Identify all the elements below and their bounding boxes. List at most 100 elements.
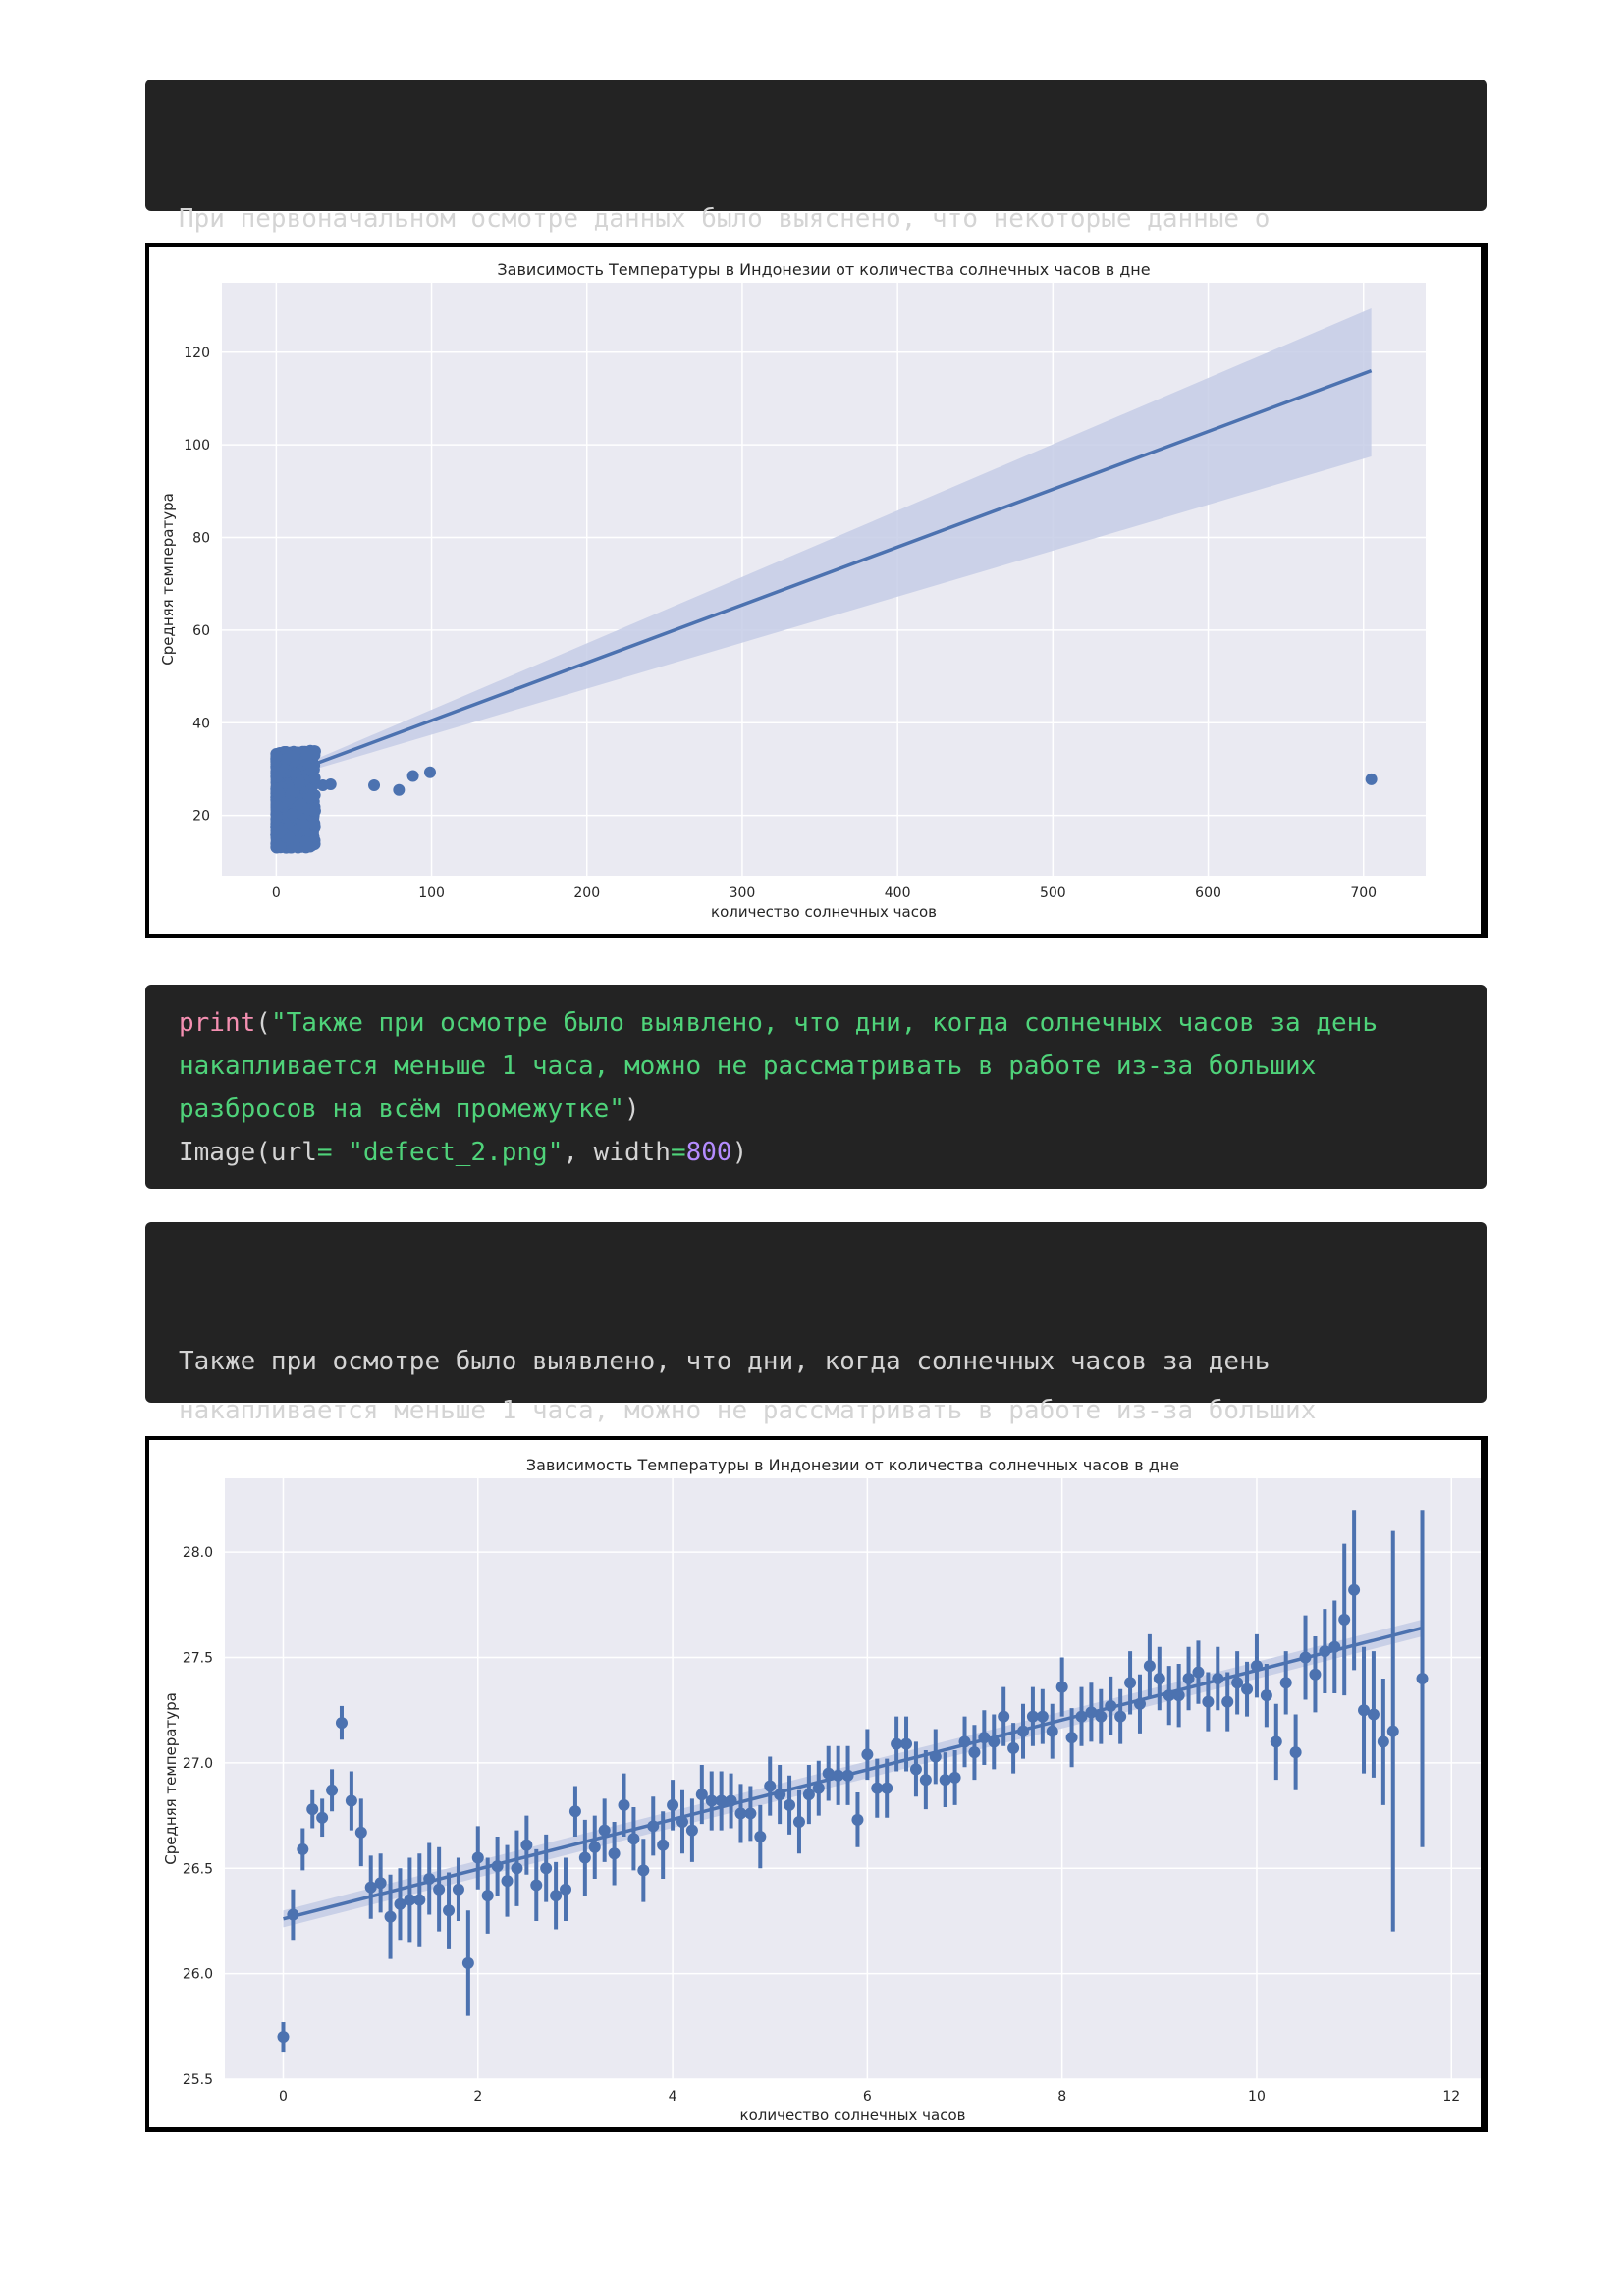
y-tick-label: 100 [184, 438, 210, 454]
scatter-point [271, 810, 284, 823]
data-point [1055, 1681, 1068, 1693]
data-point [1007, 1741, 1020, 1754]
data-point [433, 1883, 446, 1896]
x-tick-label: 12 [1442, 2089, 1460, 2105]
scatter-point [324, 778, 337, 791]
data-point [764, 1780, 777, 1792]
data-point [520, 1839, 533, 1851]
x-tick-label: 8 [1057, 2089, 1066, 2105]
code-image-call: Image(url [179, 1138, 317, 1167]
data-point [1036, 1710, 1049, 1723]
data-point [627, 1833, 640, 1845]
data-point [919, 1774, 932, 1787]
data-point [287, 1908, 299, 1921]
data-point [413, 1894, 426, 1906]
scatter-point [275, 825, 288, 837]
data-point [335, 1717, 348, 1730]
chart-title: Зависимость Температуры в Индонезии от к… [526, 1456, 1179, 1474]
data-point [647, 1820, 660, 1833]
data-point [1289, 1746, 1302, 1759]
output-cell[interactable]: Также при осмотре было выявлено, что дни… [145, 1222, 1487, 1474]
data-point [1279, 1677, 1292, 1689]
data-point [530, 1879, 543, 1892]
data-point [560, 1883, 572, 1896]
data-point [754, 1831, 767, 1843]
y-axis-label: Средняя температура [162, 1692, 180, 1865]
data-point [452, 1883, 464, 1896]
x-tick-label: 400 [885, 885, 911, 901]
x-tick-label: 10 [1248, 2089, 1266, 2105]
code-print-keyword: print [179, 1008, 256, 1038]
data-point [1358, 1704, 1371, 1717]
scatter-point [304, 791, 317, 804]
data-point [443, 1904, 456, 1917]
scatter-point [294, 775, 306, 788]
data-point [1221, 1695, 1234, 1708]
data-point [784, 1798, 796, 1811]
y-tick-label: 40 [192, 716, 210, 731]
y-tick-label: 80 [192, 531, 210, 547]
scatter-point [274, 841, 287, 854]
data-point [1114, 1710, 1127, 1723]
x-tick-label: 600 [1195, 885, 1221, 901]
data-point [832, 1769, 844, 1782]
chart-1: 0 100 200 300 400 500 600 700 20 40 60 80 100 120 Зави… [145, 243, 1488, 938]
data-point [1241, 1682, 1254, 1695]
data-point [792, 1816, 805, 1829]
data-point [1143, 1660, 1156, 1673]
data-point [1416, 1673, 1429, 1684]
data-point [881, 1782, 893, 1794]
scatter-point [298, 818, 310, 830]
data-point [695, 1789, 708, 1801]
data-point [423, 1873, 436, 1885]
data-point [394, 1897, 406, 1910]
data-point [1095, 1710, 1108, 1723]
data-point [384, 1910, 397, 1923]
scatter-point [272, 786, 285, 799]
code-text: print("Также при осмотре было выявлено, … [179, 1001, 1453, 1174]
data-point [364, 1881, 377, 1894]
y-tick-label: 28.0 [183, 1545, 213, 1561]
scatter-point [393, 783, 406, 796]
x-tick-label: 500 [1040, 885, 1066, 901]
data-point [1338, 1613, 1351, 1626]
data-point [618, 1798, 630, 1811]
data-point [1153, 1673, 1165, 1684]
data-point [578, 1851, 591, 1864]
chart-1-svg: 0 100 200 300 400 500 600 700 20 40 60 80 100 120 Зави… [159, 260, 1426, 921]
data-point [1026, 1710, 1039, 1723]
data-point [939, 1774, 951, 1787]
x-tick-label: 300 [730, 885, 756, 901]
data-point [1046, 1725, 1058, 1737]
data-point [744, 1807, 757, 1820]
data-point [345, 1794, 357, 1807]
data-point [1299, 1651, 1312, 1664]
data-point [374, 1877, 387, 1890]
data-point [685, 1824, 698, 1837]
data-point [1309, 1668, 1322, 1681]
markdown-cell[interactable]: При первоначальном осмотре данных было в… [145, 80, 1487, 283]
code-cell[interactable]: print("Также при осмотре было выявлено, … [145, 985, 1487, 1189]
data-point [511, 1862, 523, 1875]
code-width-arg: , width [563, 1138, 671, 1167]
data-point [501, 1875, 514, 1888]
scatter-point [288, 750, 300, 763]
code-url-string: "defect_2.png" [332, 1138, 564, 1167]
data-point [667, 1798, 679, 1811]
code-paren: ) [623, 1095, 640, 1124]
data-point [968, 1746, 981, 1759]
data-point [1017, 1725, 1030, 1737]
chart-2: 0 2 4 6 8 10 12 25.5 26.0 26.5 27.0 27.5 28.0 Зависим… [145, 1436, 1488, 2132]
data-point [297, 1842, 309, 1855]
data-point [1260, 1689, 1272, 1702]
data-point [598, 1824, 611, 1837]
data-point [734, 1807, 747, 1820]
x-axis-label: количество солнечных часов [740, 2107, 966, 2124]
x-tick-label: 6 [863, 2089, 872, 2105]
data-point [774, 1789, 786, 1801]
y-tick-label: 27.5 [183, 1651, 213, 1667]
data-point [588, 1841, 601, 1853]
data-point [871, 1782, 884, 1794]
output-text: Также при осмотре было выявлено, что дни… [179, 1347, 1317, 1474]
code-operator: = [670, 1138, 686, 1167]
